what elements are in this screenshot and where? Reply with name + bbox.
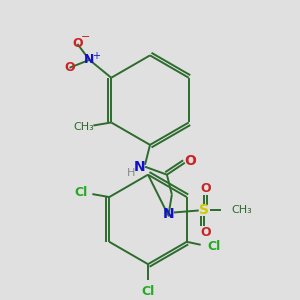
Text: O: O	[200, 182, 211, 195]
Text: Cl: Cl	[75, 186, 88, 199]
Text: CH₃: CH₃	[73, 122, 94, 133]
Text: O: O	[64, 61, 75, 74]
Text: S: S	[199, 203, 209, 218]
Text: N: N	[163, 208, 175, 221]
Text: N: N	[84, 53, 94, 66]
Text: H: H	[127, 168, 135, 178]
Text: CH₃: CH₃	[232, 206, 252, 215]
Text: N: N	[134, 160, 146, 174]
Text: −: −	[81, 32, 90, 42]
Text: O: O	[72, 38, 83, 50]
Text: O: O	[200, 226, 211, 239]
Text: Cl: Cl	[141, 284, 154, 298]
Text: +: +	[92, 51, 100, 61]
Text: Cl: Cl	[207, 240, 220, 253]
Text: O: O	[184, 154, 196, 168]
